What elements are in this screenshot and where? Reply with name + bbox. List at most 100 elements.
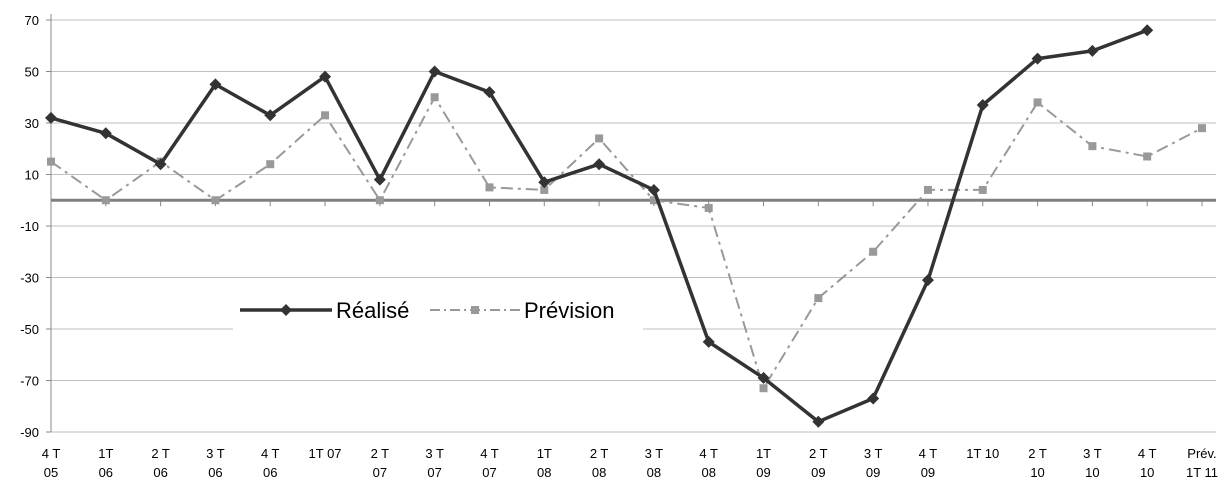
x-tick-label-line2: 07 xyxy=(373,465,387,480)
data-point-realise xyxy=(921,274,934,287)
x-tick-label-line2: 06 xyxy=(263,465,277,480)
x-tick-label-line1: 2 T xyxy=(1028,446,1047,461)
x-tick-label-line2: 10 xyxy=(1140,465,1154,480)
x-tick-label-line1: 1T xyxy=(756,446,771,461)
x-tick-label-line2: 05 xyxy=(44,465,58,480)
data-point-prevision xyxy=(101,196,110,205)
data-point-prevision xyxy=(814,294,823,303)
data-point-prevision xyxy=(1143,152,1152,161)
data-point-prevision xyxy=(759,384,768,393)
data-point-realise xyxy=(757,371,770,384)
data-point-prevision xyxy=(704,203,713,212)
y-tick-label: 30 xyxy=(25,116,39,131)
data-point-realise xyxy=(483,86,496,99)
x-tick-label-line1: 4 T xyxy=(42,446,61,461)
data-point-realise xyxy=(976,98,989,111)
y-tick-label: 50 xyxy=(25,65,39,80)
x-tick-label-line2: 1T 11 xyxy=(1186,465,1218,480)
x-tick-label-line1: 2 T xyxy=(809,446,828,461)
legend-prevision-marker xyxy=(471,306,479,314)
x-tick-label-line2: 09 xyxy=(756,465,770,480)
data-point-realise xyxy=(1086,44,1099,57)
x-tick-label-line1: 4 T xyxy=(1138,446,1157,461)
x-tick-label-line2: 07 xyxy=(427,465,441,480)
data-point-realise xyxy=(1031,52,1044,65)
data-point-prevision xyxy=(1033,98,1042,107)
data-point-prevision xyxy=(485,183,494,192)
data-point-realise xyxy=(264,109,277,122)
x-tick-label-line1: 1T xyxy=(98,446,113,461)
data-point-prevision xyxy=(211,196,220,205)
data-point-realise xyxy=(154,158,167,171)
y-tick-label: -50 xyxy=(20,322,39,337)
y-tick-label: -90 xyxy=(20,425,39,440)
x-tick-label-line1: 2 T xyxy=(151,446,170,461)
data-point-prevision xyxy=(321,111,330,120)
x-tick-label-line1: 3 T xyxy=(206,446,225,461)
x-tick-label-line2: 09 xyxy=(921,465,935,480)
x-tick-label-line1: 1T 10 xyxy=(966,446,999,461)
x-tick-label-line1: 1T 07 xyxy=(309,446,342,461)
x-tick-label-line2: 08 xyxy=(701,465,715,480)
series-line xyxy=(50,96,1203,390)
data-point-prevision xyxy=(978,185,987,194)
data-point-realise xyxy=(867,392,880,405)
x-tick-label-line1: 3 T xyxy=(1083,446,1102,461)
x-tick-label-line2: 06 xyxy=(99,465,113,480)
x-tick-label-line2: 08 xyxy=(647,465,661,480)
y-tick-label: 70 xyxy=(25,13,39,28)
y-tick-label: -70 xyxy=(20,374,39,389)
data-point-prevision xyxy=(375,196,384,205)
data-point-realise xyxy=(209,78,222,91)
data-point-prevision xyxy=(1088,142,1097,151)
y-tick-label: -30 xyxy=(20,271,39,286)
x-axis: 4 T 05 1T 06 2 T 06 3 T 06 4 T 06 1T 07 2 T 07 3 T 07 4… xyxy=(42,200,1218,480)
x-tick-label-line2: 09 xyxy=(811,465,825,480)
x-tick-label-line1: 2 T xyxy=(371,446,390,461)
data-point-prevision xyxy=(869,247,878,256)
data-point-realise xyxy=(702,335,715,348)
legend: Réalisé Prévision xyxy=(233,287,643,333)
x-tick-label-line1: 1T xyxy=(537,446,552,461)
legend-realise-marker xyxy=(280,304,292,316)
data-point-realise xyxy=(647,183,660,196)
series-realise xyxy=(45,24,1154,428)
x-tick-label-line1: 3 T xyxy=(864,446,883,461)
data-point-prevision xyxy=(47,157,55,166)
x-tick-label-line2: 06 xyxy=(153,465,167,480)
y-axis: -90 -70 -50 -30 -10 10 30 50 70 xyxy=(20,13,52,440)
y-tick-label: -10 xyxy=(20,219,39,234)
data-point-prevision xyxy=(1198,124,1206,133)
data-point-prevision xyxy=(430,93,439,102)
x-tick-label-line2: 10 xyxy=(1030,465,1044,480)
data-point-prevision xyxy=(923,185,932,194)
x-tick-label-line1: 3 T xyxy=(645,446,664,461)
series-prevision xyxy=(47,93,1206,393)
x-tick-label-line2: 08 xyxy=(537,465,551,480)
data-point-realise xyxy=(428,65,441,78)
data-point-realise xyxy=(1141,24,1154,37)
data-point-realise xyxy=(99,127,112,140)
x-tick-label-line2: 09 xyxy=(866,465,880,480)
data-point-realise xyxy=(373,173,386,186)
data-point-realise xyxy=(319,70,332,83)
x-tick-label-line1: 4 T xyxy=(480,446,499,461)
data-point-realise xyxy=(593,158,606,171)
data-point-prevision xyxy=(595,134,604,143)
data-point-realise xyxy=(45,111,57,124)
x-tick-label-line1: 4 T xyxy=(699,446,718,461)
x-tick-label-line2: 07 xyxy=(482,465,496,480)
x-tick-label-line1: Prév. xyxy=(1187,446,1216,461)
x-tick-label-line1: 3 T xyxy=(425,446,444,461)
y-tick-label: 10 xyxy=(25,168,39,183)
data-point-prevision xyxy=(649,196,658,205)
data-point-prevision xyxy=(266,160,275,169)
x-tick-label-line1: 4 T xyxy=(919,446,938,461)
x-tick-label-line2: 10 xyxy=(1085,465,1099,480)
x-tick-label-line1: 4 T xyxy=(261,446,280,461)
series-group xyxy=(45,24,1206,428)
data-point-realise xyxy=(812,415,825,428)
x-tick-label-line1: 2 T xyxy=(590,446,609,461)
legend-realise-label: Réalisé xyxy=(336,298,409,323)
